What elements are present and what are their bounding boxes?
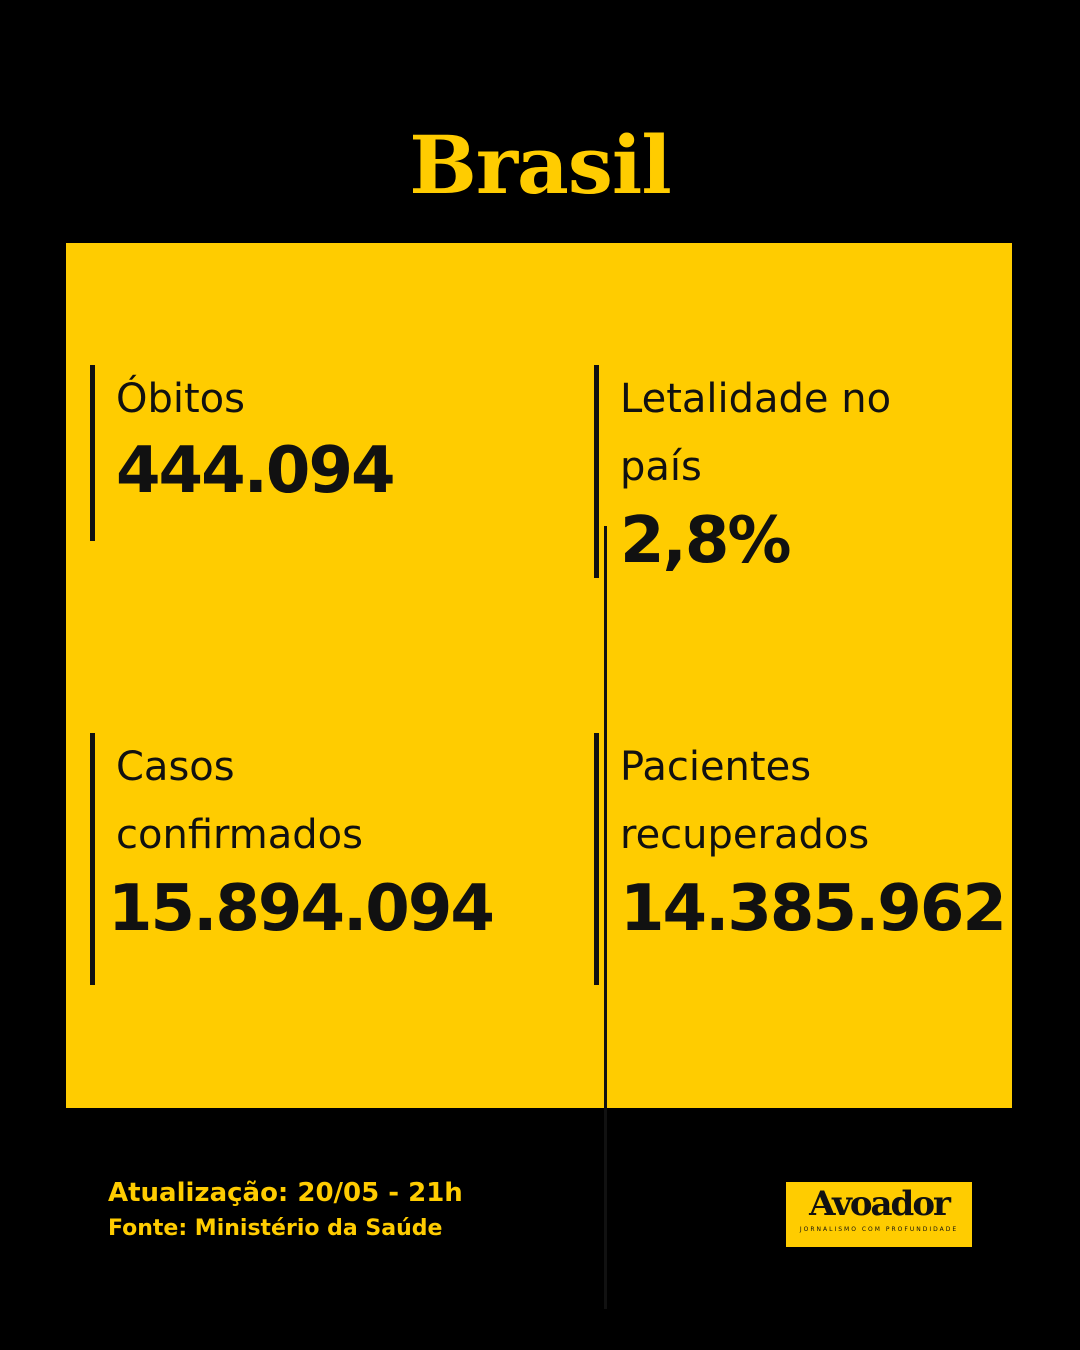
stat-bar bbox=[90, 733, 95, 985]
source-text: Fonte: Ministério da Saúde bbox=[108, 1216, 443, 1241]
stats-panel: Óbitos 444.094 Letalidade no país 2,8% C… bbox=[66, 243, 1012, 1309]
avoador-logo: Avoador JORNALISMO COM PROFUNDIDADE bbox=[786, 1182, 972, 1247]
update-text: Atualização: 20/05 - 21h bbox=[108, 1178, 463, 1208]
stat-bar bbox=[594, 733, 599, 985]
stat-value: 2,8% bbox=[620, 504, 792, 578]
stat-value: 444.094 bbox=[116, 434, 396, 508]
stat-label: Casos confirmados bbox=[116, 744, 363, 858]
stat-casos: Casos confirmados 15.894.094 bbox=[90, 733, 530, 985]
stat-bar bbox=[90, 365, 95, 541]
stat-value: 15.894.094 bbox=[108, 872, 495, 946]
stat-value: 14.385.962 bbox=[620, 872, 1007, 946]
stat-label: Óbitos bbox=[116, 376, 245, 422]
logo-tagline: JORNALISMO COM PROFUNDIDADE bbox=[799, 1226, 959, 1233]
page-title: Brasil bbox=[409, 118, 671, 212]
stat-label: Pacientes recuperados bbox=[620, 744, 870, 858]
vertical-divider bbox=[604, 526, 607, 1309]
stat-recuperados: Pacientes recuperados 14.385.962 bbox=[594, 733, 1007, 985]
stat-letalidade: Letalidade no país 2,8% bbox=[594, 365, 974, 581]
stat-obitos: Óbitos 444.094 bbox=[90, 365, 510, 541]
stat-bar bbox=[594, 365, 599, 578]
logo-name: Avoador bbox=[809, 1184, 951, 1224]
stat-label: Letalidade no país bbox=[620, 376, 892, 490]
